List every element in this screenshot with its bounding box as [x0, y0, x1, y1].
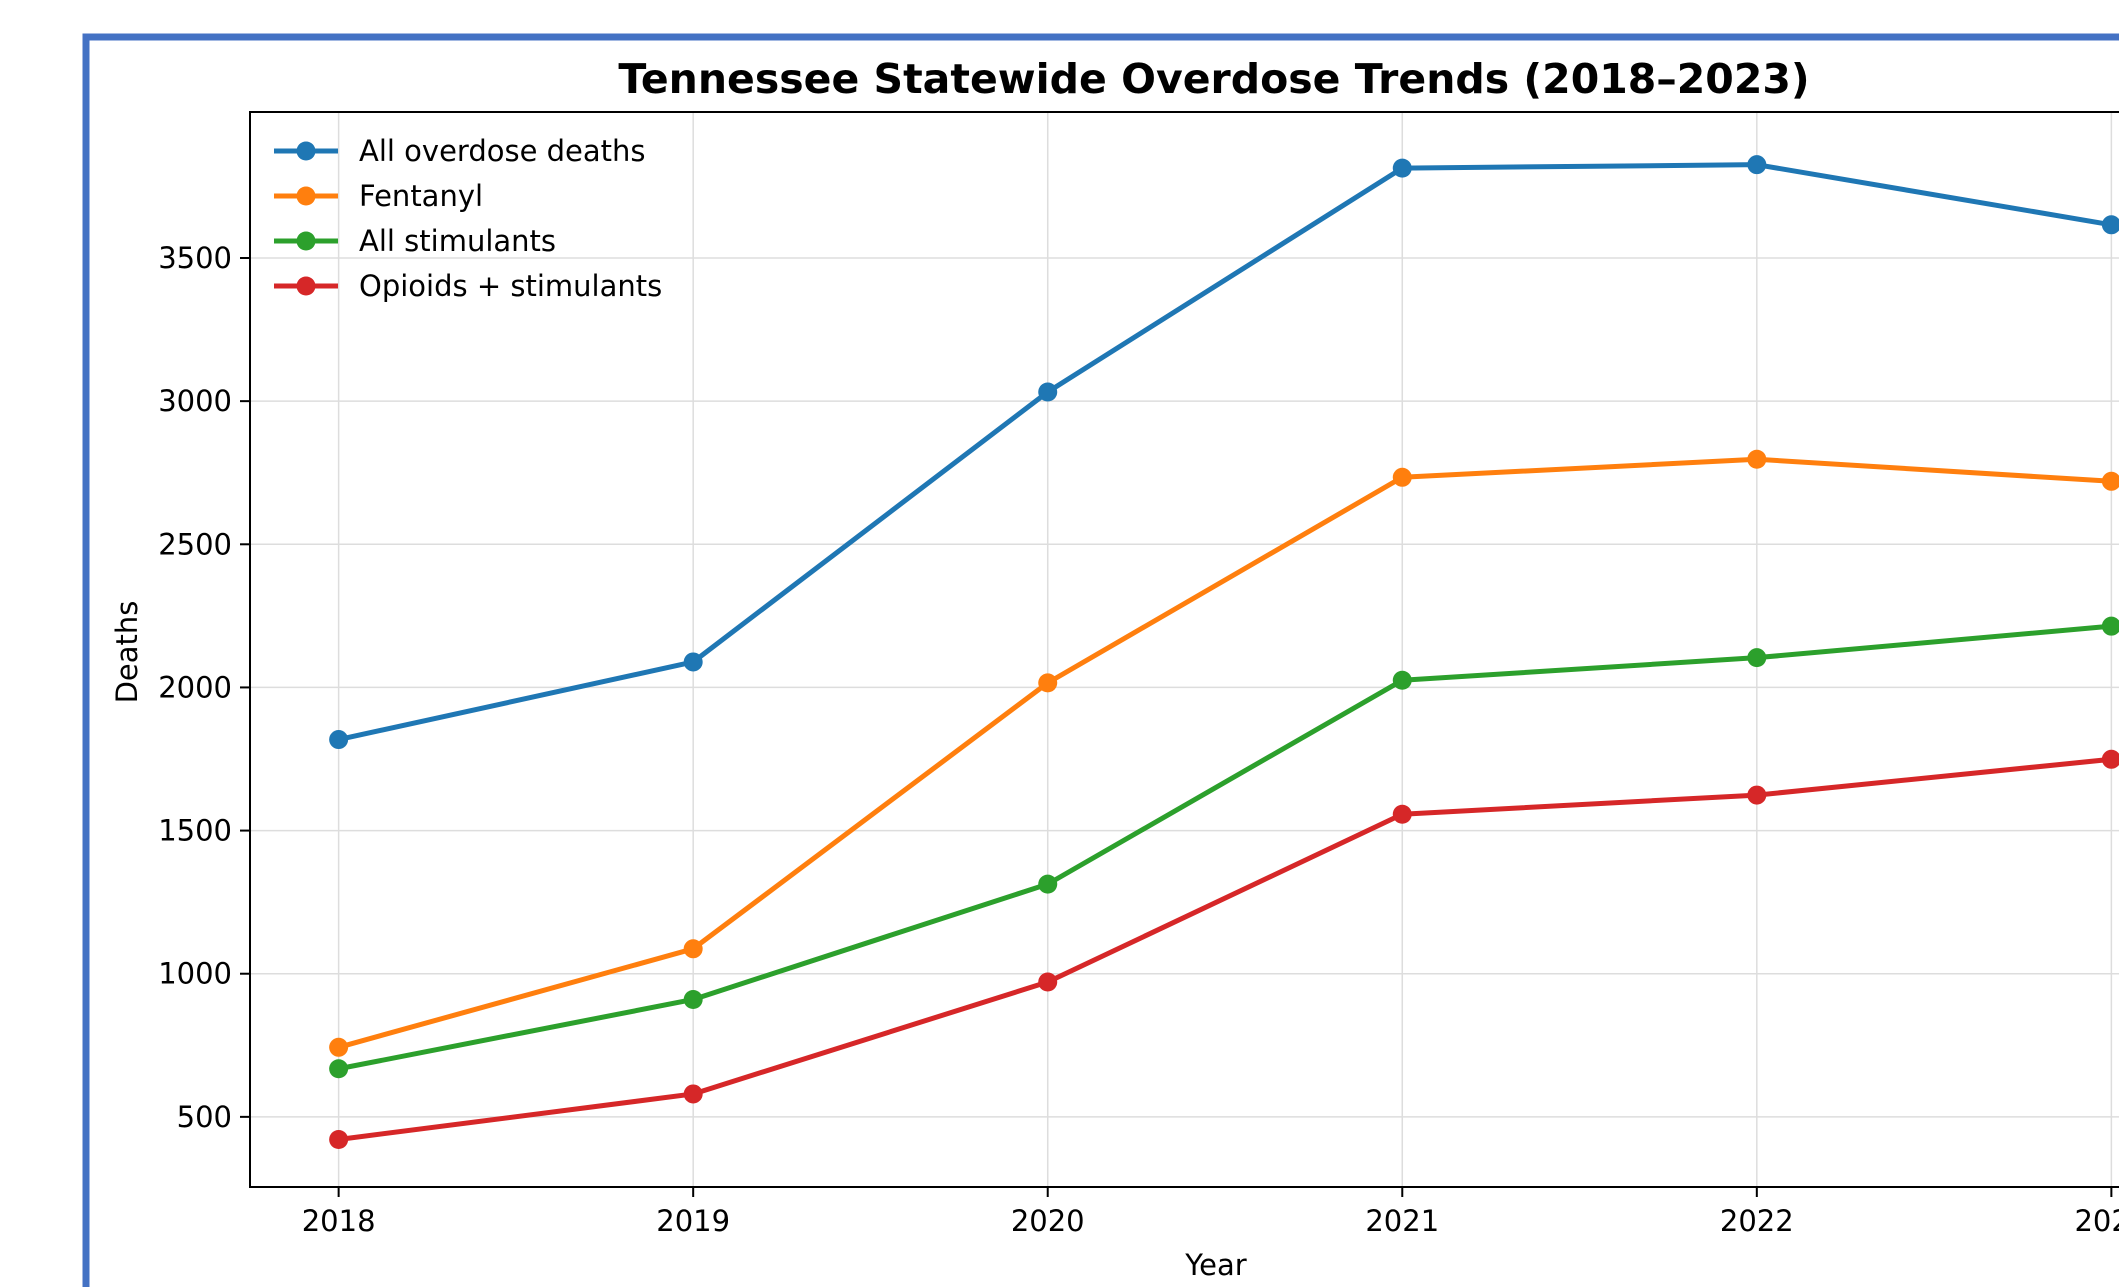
y-axis: 500 1000 1500 2000 2500 3000 3500	[158, 241, 250, 1134]
y-tick-label: 1500	[158, 814, 232, 848]
legend-marker	[296, 186, 316, 206]
y-tick-label: 2500	[158, 527, 232, 561]
legend-label: All stimulants	[359, 224, 556, 258]
x-tick-label: 2023	[2074, 1204, 2119, 1238]
series-line	[338, 756, 2112, 1142]
data-point	[1392, 158, 1412, 178]
data-point	[683, 989, 703, 1009]
data-point	[683, 939, 703, 959]
x-tick-label: 2019	[656, 1204, 730, 1238]
series-all-overdose-deaths	[329, 155, 2119, 750]
legend-entry: All stimulants	[274, 224, 556, 258]
x-tick-label: 2021	[1365, 1204, 1439, 1238]
data-point	[1747, 449, 1767, 469]
x-axis-label: Year	[1184, 1248, 1246, 1282]
series-line	[337, 456, 2112, 1050]
data-point	[1747, 785, 1767, 805]
legend-marker	[296, 276, 316, 296]
y-tick-label: 1000	[158, 957, 232, 991]
data-point	[1038, 382, 1058, 402]
data-point	[1392, 804, 1412, 824]
x-tick-label: 2020	[1011, 1204, 1085, 1238]
x-axis: 2018 2019 2020 2021 2022 2023	[302, 1187, 2119, 1238]
legend: All overdose deaths Fentanyl All stimulant…	[274, 134, 662, 303]
legend-entry: All overdose deaths	[274, 134, 646, 168]
data-point	[2101, 749, 2119, 769]
series-layer	[329, 155, 2119, 1149]
y-axis-label: Deaths	[110, 601, 144, 704]
legend-label: All overdose deaths	[359, 134, 646, 168]
data-point	[1038, 972, 1058, 992]
data-point	[1392, 670, 1412, 690]
data-point	[683, 652, 703, 672]
y-tick-label: 3500	[158, 241, 232, 275]
y-tick-label: 3000	[158, 384, 232, 418]
data-point	[683, 1084, 703, 1104]
data-point	[329, 1037, 349, 1057]
x-tick-label: 2018	[302, 1204, 376, 1238]
data-point	[1392, 467, 1412, 487]
legend-entry: Fentanyl	[274, 179, 483, 213]
legend-label: Opioids + stimulants	[359, 269, 662, 303]
data-point	[2101, 471, 2119, 491]
data-point	[1747, 155, 1767, 175]
data-point	[1038, 673, 1058, 693]
data-point	[329, 730, 349, 750]
data-point	[329, 1129, 349, 1149]
chart-title: Tennessee Statewide Overdose Trends (201…	[618, 55, 1809, 103]
grid	[250, 112, 2119, 1187]
data-point	[1038, 874, 1058, 894]
y-tick-label: 500	[177, 1100, 232, 1134]
legend-marker	[296, 231, 316, 251]
frame-border	[82, 33, 2119, 1287]
series-opioids-stimulants	[329, 749, 2119, 1149]
plot-area	[249, 111, 2119, 1188]
data-point	[329, 1059, 349, 1079]
series-line	[338, 623, 2112, 1072]
data-point	[2101, 616, 2119, 636]
data-point	[2101, 215, 2119, 235]
x-tick-label: 2022	[1720, 1204, 1794, 1238]
y-tick-label: 2000	[158, 670, 232, 704]
series-line	[338, 162, 2112, 742]
legend-entry: Opioids + stimulants	[274, 269, 662, 303]
series-all-stimulants	[329, 616, 2119, 1079]
series-fentanyl	[329, 449, 2119, 1057]
legend-label: Fentanyl	[359, 179, 483, 213]
data-point	[1747, 648, 1767, 668]
legend-marker	[296, 141, 316, 161]
